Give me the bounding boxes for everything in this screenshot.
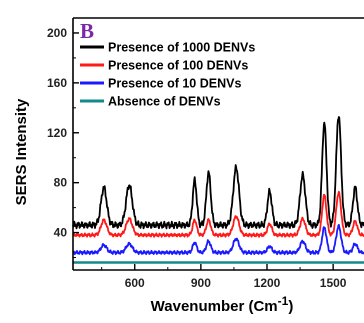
y-tick-label-40: 40 <box>54 226 68 240</box>
legend: Presence of 1000 DENVs Presence of 100 DE… <box>80 41 255 109</box>
legend-label-1: Presence of 1000 DENVs <box>108 41 255 55</box>
y-tick-label-160: 160 <box>47 76 67 90</box>
x-tick-label-600: 600 <box>125 276 145 290</box>
y-tick-label-120: 120 <box>47 126 67 140</box>
series-line-2 <box>72 190 364 238</box>
x-axis-title-close: ) <box>288 298 293 315</box>
x-axis-title-main: Wavenumber (Cm <box>151 298 278 315</box>
legend-label-2: Presence of 100 DENVs <box>108 59 248 73</box>
series-line-1 <box>72 116 364 230</box>
x-axis-title: Wavenumber (Cm-1) <box>151 294 294 315</box>
x-tick-label-1500: 1500 <box>320 276 347 290</box>
y-tick-label-80: 80 <box>54 176 68 190</box>
y-tick-label-200: 200 <box>47 26 67 40</box>
legend-label-4: Absence of DENVs <box>108 95 221 109</box>
x-tick-label-1200: 1200 <box>254 276 281 290</box>
panel-letter: B <box>80 19 94 43</box>
x-tick-label-900: 900 <box>191 276 211 290</box>
legend-label-3: Presence of 10 DENVs <box>108 77 241 91</box>
series-line-3 <box>72 223 364 256</box>
x-axis-title-superscript: -1 <box>278 294 289 308</box>
y-axis-title: SERS Intensity <box>13 98 30 205</box>
